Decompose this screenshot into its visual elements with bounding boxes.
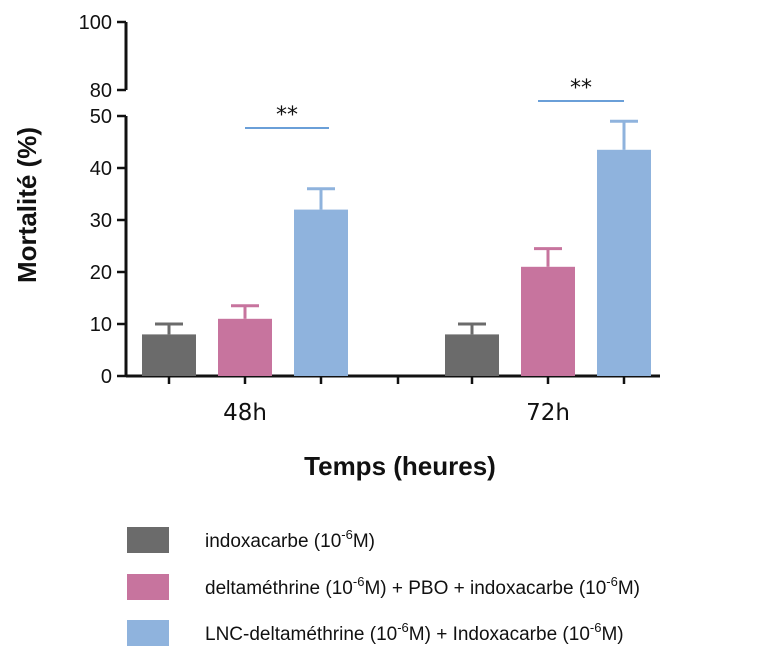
- y-axis-label: Mortalité (%): [12, 127, 42, 283]
- legend-swatch: [127, 620, 169, 646]
- bar: [294, 209, 348, 376]
- bars: ** **: [142, 76, 651, 376]
- bar: [142, 334, 196, 376]
- legend-swatch: [127, 527, 169, 553]
- y-tick-label: 40: [90, 158, 112, 180]
- legend-swatch: [127, 574, 169, 600]
- significance-label: **: [570, 76, 592, 101]
- legend-label: indoxacarbe (10-6M): [205, 527, 375, 552]
- axis-labels: Mortalité (%) Temps (heures): [12, 127, 496, 481]
- bar: [218, 318, 272, 376]
- x-tick-label: 72h: [526, 400, 570, 426]
- y-tick-label: 50: [90, 106, 112, 128]
- bar: [597, 149, 651, 376]
- y-tick-label: 20: [90, 262, 112, 284]
- axes: 0 10 20 30 40 50 80 100 48h 72h: [79, 12, 660, 426]
- y-tick-label: 0: [101, 366, 112, 388]
- legend-label: LNC-deltaméthrine (10-6M) + Indoxacarbe …: [205, 620, 624, 645]
- x-tick-label: 48h: [223, 400, 267, 426]
- x-axis-label: Temps (heures): [304, 451, 496, 481]
- bar: [521, 266, 575, 376]
- legend-label: deltaméthrine (10-6M) + PBO + indoxacarb…: [205, 574, 640, 599]
- y-tick-label: 10: [90, 314, 112, 336]
- y-tick-label: 80: [90, 80, 112, 102]
- y-tick-label: 30: [90, 210, 112, 232]
- significance-label: **: [276, 103, 298, 128]
- legend: indoxacarbe (10-6M) deltaméthrine (10-6M)…: [127, 527, 640, 646]
- bar: [445, 334, 499, 376]
- y-tick-label: 100: [79, 12, 112, 34]
